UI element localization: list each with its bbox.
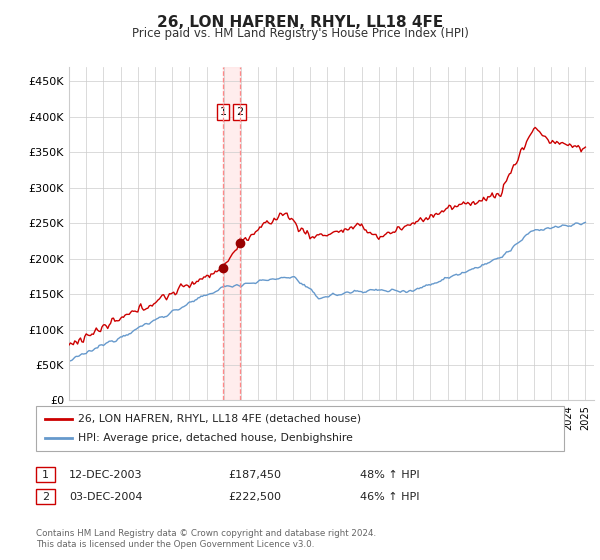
Text: 26, LON HAFREN, RHYL, LL18 4FE: 26, LON HAFREN, RHYL, LL18 4FE	[157, 15, 443, 30]
Text: 12-DEC-2003: 12-DEC-2003	[69, 470, 143, 480]
Bar	[223, 67, 240, 400]
Text: 2: 2	[236, 107, 244, 117]
Text: Price paid vs. HM Land Registry's House Price Index (HPI): Price paid vs. HM Land Registry's House …	[131, 27, 469, 40]
Text: Contains HM Land Registry data © Crown copyright and database right 2024.
This d: Contains HM Land Registry data © Crown c…	[36, 529, 376, 549]
Text: 1: 1	[220, 107, 227, 117]
Text: 26, LON HAFREN, RHYL, LL18 4FE (detached house): 26, LON HAFREN, RHYL, LL18 4FE (detached…	[78, 413, 361, 423]
Text: 2: 2	[42, 492, 49, 502]
Text: £187,450: £187,450	[228, 470, 281, 480]
Text: £222,500: £222,500	[228, 492, 281, 502]
Text: 46% ↑ HPI: 46% ↑ HPI	[360, 492, 419, 502]
Text: 48% ↑ HPI: 48% ↑ HPI	[360, 470, 419, 480]
Text: 1: 1	[42, 470, 49, 480]
Text: 03-DEC-2004: 03-DEC-2004	[69, 492, 143, 502]
Text: HPI: Average price, detached house, Denbighshire: HPI: Average price, detached house, Denb…	[78, 433, 353, 444]
